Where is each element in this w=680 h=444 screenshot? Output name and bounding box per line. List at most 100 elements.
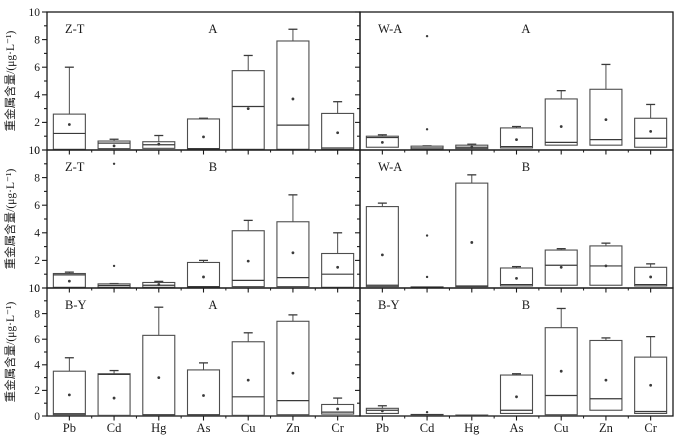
y-tick-label: 2 xyxy=(34,255,40,267)
y-tick-label: 2 xyxy=(34,385,40,397)
panel-B-Y-A-box-Cr-mean-dot xyxy=(336,407,340,411)
panel-W-A-B-box-As-mean-dot xyxy=(515,276,518,280)
y-tick-label: 6 xyxy=(34,334,40,346)
group-label-W-A-A: A xyxy=(521,22,530,36)
panel-Z-T-A-box-Cd-mean-dot xyxy=(112,144,116,148)
panel-W-A-A-box-As xyxy=(499,127,534,149)
panel-Z-T-B-box-Cr xyxy=(321,252,355,288)
x-axis-label-Cu: Cu xyxy=(241,421,256,435)
y-tick-label: 0 xyxy=(34,411,40,423)
panel-W-A-A-box-Zn-mean-dot xyxy=(604,118,608,122)
panel-B-Y-A-box-Cd-mean-dot xyxy=(112,396,116,400)
x-axis-label-As: As xyxy=(197,421,211,435)
panel-W-A-B-box-Cr-mean-dot xyxy=(649,275,653,279)
panel-W-A-A-box-Cd-outlier xyxy=(425,34,429,38)
x-axis-label-Cu: Cu xyxy=(554,421,569,435)
x-axis-label-Cd: Cd xyxy=(107,421,122,435)
panel-W-A-B-box-Cd-outlier xyxy=(425,275,429,279)
panel-W-A-A-box-Pb-mean-dot xyxy=(380,141,384,144)
x-axis-label-Zn: Zn xyxy=(599,421,614,435)
panel-W-A-A-box-Hg-mean-dot xyxy=(470,145,474,149)
y-tick-label: 6 xyxy=(34,62,40,74)
panel-Z-T-A-box-Cu-mean-dot xyxy=(246,107,250,110)
panel-Z-T-A-box-As-mean-dot xyxy=(202,135,205,139)
panel-Z-T-A-box-Hg-mean-dot xyxy=(157,142,161,146)
site-label-W-A-A: W-A xyxy=(378,22,402,36)
panel-Z-T-B-box-Cd-outlier xyxy=(112,162,116,165)
x-axis-label-Pb: Pb xyxy=(376,421,389,435)
group-label-Z-T-A: A xyxy=(208,22,217,36)
panel-Z-T-B-box-Zn-mean-dot xyxy=(291,251,295,255)
panel-W-A-A-box-As-mean-dot xyxy=(515,138,518,142)
panel-Z-T-B-box-Pb-mean-dot xyxy=(67,279,71,283)
y-tick-label: 8 xyxy=(34,172,40,184)
y-tick-label: 8 xyxy=(34,34,40,46)
panel-Z-T-B-box-Cr-mean-dot xyxy=(336,265,340,269)
panel-Z-T-B-box-Cu xyxy=(231,230,265,288)
y-axis-title: 重金属含量/(μg·L⁻¹) xyxy=(3,169,17,270)
panel-Z-T-A-box-Cr-mean-dot xyxy=(336,131,340,135)
panel-Z-T-A-box-Pb-mean-dot xyxy=(67,123,71,126)
panel-Z-T-B-box-Hg-mean-dot xyxy=(157,283,161,286)
panel-B-Y-B-box-As xyxy=(499,374,534,414)
panel-B-Y-A-box-Hg-mean-dot xyxy=(157,376,161,379)
panel-W-A-B-box-Cu-mean-dot xyxy=(559,265,563,269)
y-tick-label: 10 xyxy=(29,7,41,19)
y-tick-label: 4 xyxy=(34,90,40,102)
y-tick-label: 0 xyxy=(34,145,40,157)
panel-B-Y-A-box-Zn xyxy=(276,320,310,416)
x-axis-label-As: As xyxy=(510,421,524,435)
site-label-B-Y-B: B-Y xyxy=(378,298,400,312)
panel-W-A-B-box-Zn-mean-dot xyxy=(604,264,608,268)
y-tick-label: 6 xyxy=(34,200,40,212)
panel-B-Y-B-box-As-mean-dot xyxy=(515,395,518,399)
panel-B-Y-B-box-Zn xyxy=(589,339,623,411)
group-label-B-Y-A: A xyxy=(208,298,217,312)
group-label-W-A-B: B xyxy=(522,160,530,174)
y-tick-label: 4 xyxy=(34,228,40,240)
y-tick-label: 10 xyxy=(29,283,41,295)
panel-W-A-A-box-Cu xyxy=(544,98,578,146)
x-axis-label-Zn: Zn xyxy=(286,421,301,435)
panel-W-A-A-box-Zn xyxy=(589,88,623,146)
group-label-B-Y-B: B xyxy=(522,298,530,312)
panel-W-A-B-box-Pb xyxy=(365,206,399,288)
panel-B-Y-A-box-Pb-mean-dot xyxy=(67,393,71,397)
panel-B-Y-B-box-Cd-outlier xyxy=(425,410,429,414)
y-axis-title: 重金属含量/(μg·L⁻¹) xyxy=(3,31,17,132)
panel-W-A-A-box-Cu-mean-dot xyxy=(559,125,563,128)
panel-W-A-B-box-Pb-mean-dot xyxy=(380,253,384,257)
y-tick-label: 10 xyxy=(29,145,41,157)
site-label-W-A-B: W-A xyxy=(378,160,402,174)
panel-Z-T-B-box-As xyxy=(186,261,221,288)
panel-Z-T-B-box-Cu-mean-dot xyxy=(246,259,250,263)
panel-W-A-B-box-Cd-outlier xyxy=(425,234,429,237)
group-label-Z-T-B: B xyxy=(209,160,217,174)
x-axis-label-Cr: Cr xyxy=(331,421,344,435)
panel-W-A-A-box-Cd-outlier xyxy=(425,128,429,131)
panel-B-Y-A-box-Cd xyxy=(97,373,131,416)
panel-B-Y-A-box-Pb xyxy=(52,370,86,416)
panel-B-Y-A-box-As-mean-dot xyxy=(202,394,205,397)
panel-Z-T-A-box-Cr xyxy=(321,112,355,150)
panel-Z-T-A-box-As xyxy=(186,118,221,150)
y-tick-label: 2 xyxy=(34,117,40,129)
y-tick-label: 8 xyxy=(34,308,40,320)
panel-B-Y-A-box-As xyxy=(186,369,221,416)
panel-B-Y-B-box-Pb-mean-dot xyxy=(380,409,384,413)
x-axis-label-Pb: Pb xyxy=(63,421,76,435)
panel-B-Y-B-box-Zn-mean-dot xyxy=(604,378,608,382)
panel-Z-T-A-box-Zn-mean-dot xyxy=(291,97,295,101)
panel-B-Y-A-box-Hg xyxy=(142,334,176,416)
site-label-B-Y-A: B-Y xyxy=(65,298,87,312)
x-axis-label-Hg: Hg xyxy=(151,421,167,435)
y-tick-label: 4 xyxy=(34,360,40,372)
panel-Z-T-A-box-Zn xyxy=(276,40,310,150)
panel-W-A-A-box-Cr-mean-dot xyxy=(649,129,653,133)
panel-Z-T-B-box-Cd-outlier xyxy=(112,264,116,268)
panel-W-A-B-box-Hg xyxy=(455,182,489,288)
panel-B-Y-B-box-Cr-mean-dot xyxy=(649,383,653,387)
site-label-Z-T-A: Z-T xyxy=(65,22,85,36)
